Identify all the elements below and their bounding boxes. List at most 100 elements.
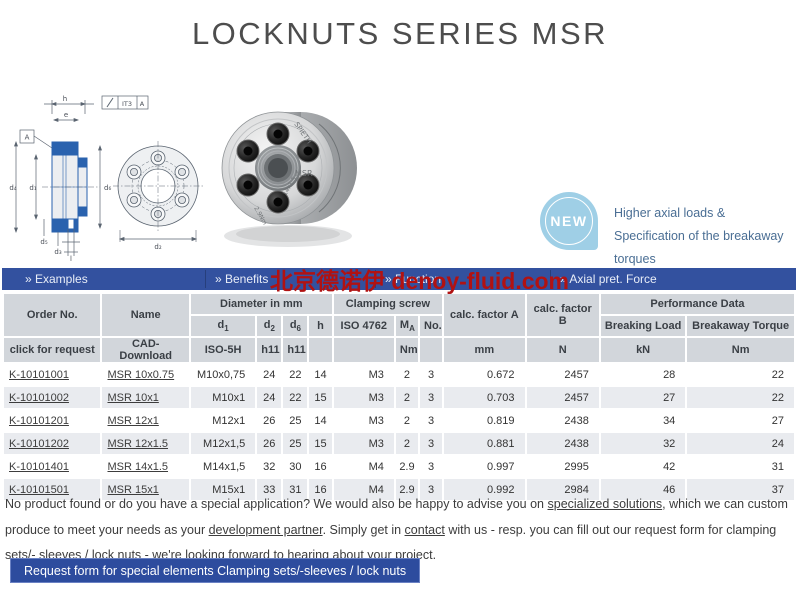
- tab-benefits[interactable]: » Benefits: [215, 272, 269, 286]
- breakaway-torque-value: 22: [687, 387, 794, 408]
- d1-value: M12x1,5: [190, 433, 256, 454]
- ma-value: 2: [395, 387, 419, 408]
- footer-link[interactable]: development partner: [208, 522, 323, 537]
- dim-d2-label: d₂: [154, 243, 161, 251]
- tab-function[interactable]: » Function: [385, 272, 442, 286]
- d6-value: 22: [283, 364, 308, 385]
- table-body: K-10101001 MSR 10x0.75 M10x0,75 24 22 14 M3 2 3 0…: [4, 364, 794, 500]
- order-no-link[interactable]: K-10101501: [4, 479, 101, 500]
- unit-breaking-load: kN: [600, 338, 686, 362]
- unit-order-no: click for request: [4, 338, 101, 362]
- d1-value: M12x1: [190, 410, 256, 431]
- no-value: 3: [420, 364, 443, 385]
- col-header-factor-b: calc. factor B: [526, 294, 599, 336]
- iso4762-value: M4: [333, 479, 394, 500]
- ma-value: 2.9: [395, 456, 419, 477]
- front-view: [113, 141, 203, 242]
- d1-value: M10x0,75: [190, 364, 256, 385]
- new-feature-line2: Specification of the breakaway torques: [614, 229, 784, 266]
- breaking-load-value: 27: [600, 387, 686, 408]
- breaking-load-value: 32: [600, 433, 686, 454]
- no-value: 3: [420, 479, 443, 500]
- order-no-link[interactable]: K-10101202: [4, 433, 101, 454]
- breakaway-torque-value: 37: [687, 479, 794, 500]
- no-value: 3: [420, 456, 443, 477]
- nav-separator: [375, 270, 376, 288]
- name-link[interactable]: MSR 14x1.5: [102, 456, 189, 477]
- unit-breakaway-torque: Nm: [687, 338, 794, 362]
- new-badge-label: NEW: [550, 213, 588, 229]
- iso4762-value: M3: [333, 364, 394, 385]
- group-header-performance: Performance Data: [600, 294, 794, 314]
- ma-value: 2.9: [395, 479, 419, 500]
- unit-h: [309, 338, 332, 362]
- dim-e-label: e: [64, 111, 68, 119]
- col-header-d1: d1: [190, 316, 256, 336]
- col-header-h: h: [309, 316, 332, 336]
- factor-a-value: 0.672: [444, 364, 525, 385]
- table-row: K-10101002 MSR 10x1 M10x1 24 22 15 M3 2 3 0.703 24…: [4, 387, 794, 408]
- col-header-name: Name: [102, 294, 189, 336]
- table-row: K-10101501 MSR 15x1 M15x1 33 31 16 M4 2.9 3 0.992…: [4, 479, 794, 500]
- footer-text: No product found or do you have a specia…: [5, 492, 796, 569]
- ma-value: 2: [395, 364, 419, 385]
- unit-factor-b: N: [526, 338, 599, 362]
- col-header-factor-a: calc. factor A: [444, 294, 525, 336]
- table-row: K-10101202 MSR 12x1.5 M12x1,5 26 25 15 M3 2 3 0.8…: [4, 433, 794, 454]
- d6-value: 22: [283, 387, 308, 408]
- new-feature-text: Higher axial loads & Specification of th…: [614, 202, 794, 271]
- nav-separator: [205, 270, 206, 288]
- technical-drawing: h IT3 A e A d₄ d₁ d₆ d₅ d₃ l d₂: [9, 95, 203, 262]
- order-no-link[interactable]: K-10101002: [4, 387, 101, 408]
- factor-b-value: 2984: [526, 479, 599, 500]
- col-header-iso4762: ISO 4762: [333, 316, 394, 336]
- footer-text-segment: , which we can custom produce to meet yo…: [5, 497, 788, 537]
- d2-value: 24: [257, 387, 282, 408]
- svg-text:IT3: IT3: [122, 100, 132, 108]
- tab-axial-pret-force[interactable]: » Axial pret. Force: [560, 272, 657, 286]
- new-feature-line1: Higher axial loads &: [614, 206, 726, 220]
- name-link[interactable]: MSR 15x1: [102, 479, 189, 500]
- socket-screws: [236, 122, 320, 214]
- order-no-link[interactable]: K-10101401: [4, 456, 101, 477]
- unit-factor-a: mm: [444, 338, 525, 362]
- factor-b-value: 2438: [526, 433, 599, 454]
- unit-no: [420, 338, 443, 362]
- footer-link[interactable]: specialized solutions: [547, 497, 663, 511]
- h-value: 16: [309, 479, 332, 500]
- new-badge: NEW: [540, 192, 598, 250]
- dim-d5-label: d₅: [40, 238, 47, 246]
- nav-separator: [550, 270, 551, 288]
- name-link[interactable]: MSR 12x1.5: [102, 433, 189, 454]
- name-link[interactable]: MSR 10x1: [102, 387, 189, 408]
- name-link[interactable]: MSR 10x0.75: [102, 364, 189, 385]
- request-form-button[interactable]: Request form for special elements Clampi…: [10, 558, 421, 583]
- name-link[interactable]: MSR 12x1: [102, 410, 189, 431]
- footer-text-segment: . Simply get in: [322, 522, 405, 537]
- factor-b-value: 2995: [526, 456, 599, 477]
- breaking-load-value: 28: [600, 364, 686, 385]
- engraving-series: MSR: [295, 169, 313, 178]
- factor-a-value: 0.881: [444, 433, 525, 454]
- h-value: 15: [309, 433, 332, 454]
- h-value: 14: [309, 410, 332, 431]
- iso4762-value: M3: [333, 387, 394, 408]
- factor-a-value: 0.997: [444, 456, 525, 477]
- d6-value: 25: [283, 433, 308, 454]
- unit-d6: h11: [283, 338, 308, 362]
- order-no-link[interactable]: K-10101001: [4, 364, 101, 385]
- product-photo: SPIETH MSR 14x1.5 2.9Nm: [221, 111, 357, 247]
- threaded-bore: [255, 145, 301, 191]
- watermark: 北京德诺伊 denoy-fluid.com: [270, 268, 569, 294]
- unit-d1: ISO-5H: [190, 338, 256, 362]
- order-no-link[interactable]: K-10101201: [4, 410, 101, 431]
- dim-h-label: h: [63, 95, 67, 103]
- table-row: K-10101001 MSR 10x0.75 M10x0,75 24 22 14 M3 2 3 0…: [4, 364, 794, 385]
- breakaway-torque-value: 22: [687, 364, 794, 385]
- unit-iso4762: [333, 338, 394, 362]
- breakaway-torque-value: 27: [687, 410, 794, 431]
- col-header-order-no: Order No.: [4, 294, 101, 336]
- d2-value: 26: [257, 433, 282, 454]
- footer-link[interactable]: contact: [404, 522, 445, 537]
- tab-examples[interactable]: » Examples: [25, 272, 88, 286]
